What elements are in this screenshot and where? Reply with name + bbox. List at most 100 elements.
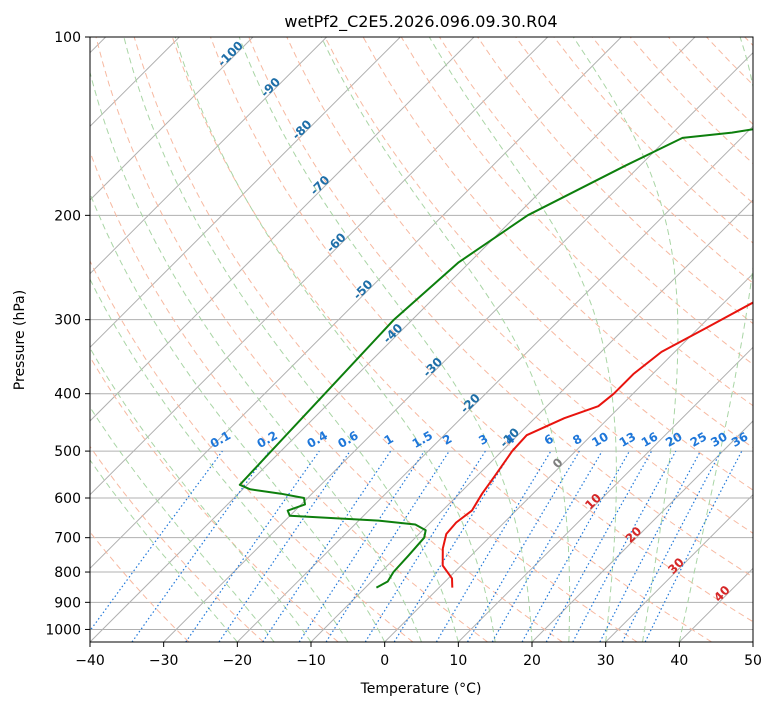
mixing-ratio-line [599, 450, 702, 642]
isotherm-line [90, 37, 549, 496]
dry-adiabat [171, 37, 712, 642]
dry-adiabat [553, 37, 753, 244]
dry-adiabat [90, 356, 339, 642]
isotherm-label: -70 [307, 173, 332, 198]
series-group [238, 128, 753, 589]
mixing-ratio-label: 0.2 [255, 428, 280, 451]
moist-adiabat [90, 70, 422, 642]
x-tick-label: 0 [380, 653, 389, 669]
moist-adiabat [90, 406, 275, 642]
x-tick-label: 20 [523, 653, 541, 669]
mixing-ratio-line [545, 450, 653, 642]
mixing-ratio-line [325, 450, 450, 642]
mixing-ratio-line [364, 450, 486, 642]
mixing-ratio-label: 16 [639, 429, 660, 449]
mixing-ratio-label: 13 [617, 429, 638, 449]
isotherm-label: -100 [215, 38, 246, 69]
moist-adiabat [90, 459, 238, 642]
dewpoint-line [238, 128, 753, 589]
y-tick-label: 600 [54, 491, 81, 507]
dry-adiabat [324, 37, 753, 491]
x-tick-label: 50 [744, 653, 762, 669]
isotherm-line [90, 37, 254, 201]
mixing-ratio-line [466, 450, 580, 642]
mixing-ratio-label: 0.4 [305, 428, 330, 451]
mixing-ratio-line [298, 450, 425, 642]
isotherm-label: -30 [420, 355, 445, 380]
plot-frame [89, 36, 754, 643]
isotherm-line [531, 420, 753, 642]
x-axis-title: Temperature (°C) [360, 681, 482, 697]
dry-adiabat [515, 37, 753, 284]
y-axis: 1000 900 800 700 600 500 400 300 200 100 [45, 30, 90, 638]
dry-adiabat [90, 150, 488, 642]
y-tick-label: 800 [54, 565, 81, 581]
mixing-ratio-label: 1 [382, 431, 396, 447]
moist-adiabat [90, 347, 312, 642]
y-tick-label: 700 [54, 531, 81, 547]
y-tick-label: 400 [54, 387, 81, 403]
mixing-ratio-label: 2 [440, 431, 454, 447]
moist-adiabat [320, 37, 571, 642]
dry-adiabat [90, 259, 414, 642]
moist-adiabat [90, 192, 386, 642]
moist-adiabat [90, 278, 349, 642]
isotherm-line [310, 199, 753, 642]
x-tick-label: −30 [149, 653, 179, 669]
temperature-line [441, 301, 753, 588]
isotherm-line [236, 125, 753, 642]
y-tick-label: 100 [54, 30, 81, 46]
moist-adiabat [572, 37, 679, 642]
mixing-ratio-line [90, 450, 223, 632]
mixing-ratio-label: 20 [663, 429, 684, 449]
isotherm-label: -10 [497, 425, 522, 450]
isotherm-line [90, 37, 401, 349]
isotherm-line [163, 51, 753, 642]
y-tick-label: 500 [54, 444, 81, 460]
mixing-ratio-line [218, 450, 351, 642]
isotherm-line [678, 567, 753, 642]
isotherm-line [457, 346, 753, 642]
x-axis: −40 −30 −20 −10 0 10 20 30 40 50 [75, 642, 762, 669]
isotherm-label: 30 [665, 555, 687, 577]
moist-adiabat [123, 37, 459, 642]
background-line-labels: 0.1 0.2 0.4 0.6 1 1.5 2 3 4 6 8 10 13 16 20 25 30 36-100-… [208, 38, 751, 604]
chart-title: wetPf2_C2E5.2026.096.09.30.R04 [284, 12, 557, 32]
mixing-ratio-line [262, 450, 392, 642]
x-tick-label: −20 [223, 653, 253, 669]
mixing-ratio-line [644, 450, 743, 642]
dry-adiabat [133, 37, 638, 642]
dry-adiabat [90, 531, 190, 642]
y-tick-label: 200 [54, 208, 81, 224]
mixing-ratio-line [131, 450, 270, 642]
isotherm-line [90, 37, 328, 275]
isotherm-label: -50 [350, 277, 375, 302]
isotherm-line [752, 641, 753, 642]
mixing-ratio-line [521, 450, 631, 642]
dry-adiabat [95, 37, 563, 642]
dry-adiabat [210, 37, 753, 623]
isotherm-label: -60 [324, 230, 349, 255]
moist-adiabat [174, 37, 496, 642]
isotherm-label: -80 [289, 117, 314, 142]
dry-adiabat [248, 37, 753, 578]
mixing-ratio-label: 10 [589, 429, 610, 449]
isotherm-line [605, 493, 753, 642]
mixing-ratio-line [572, 450, 677, 642]
isotherm-line [384, 272, 753, 642]
x-tick-label: 30 [597, 653, 615, 669]
background-lines [90, 37, 753, 642]
y-tick-label: 1000 [45, 622, 81, 638]
isotherm-label: 40 [711, 583, 733, 605]
moist-adiabat [238, 37, 533, 642]
moist-adiabat [678, 37, 753, 642]
dry-adiabat [744, 37, 753, 47]
mixing-ratio-label: 8 [570, 431, 584, 447]
isotherm-label: 10 [582, 491, 604, 513]
dry-adiabat [90, 445, 264, 642]
isotherm-line [90, 37, 622, 570]
x-tick-label: −40 [75, 653, 105, 669]
y-axis-title: Pressure (hPa) [12, 290, 28, 390]
isotherm-label: 0 [550, 455, 566, 471]
